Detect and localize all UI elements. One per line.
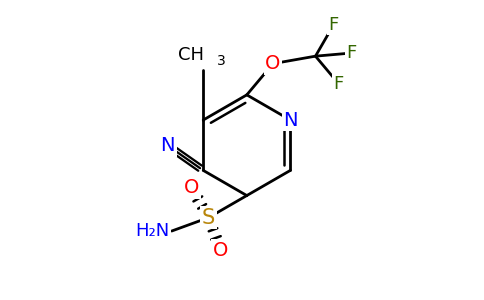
Text: O: O [212,241,228,260]
Text: H₂N: H₂N [135,222,169,240]
Text: F: F [328,16,339,34]
Text: F: F [346,44,356,62]
Text: F: F [333,75,344,93]
Text: O: O [265,54,281,73]
Text: CH: CH [178,46,204,64]
Text: 3: 3 [217,54,226,68]
Text: O: O [183,178,199,197]
Text: S: S [202,208,215,228]
Text: N: N [283,110,298,130]
Text: N: N [161,136,175,155]
